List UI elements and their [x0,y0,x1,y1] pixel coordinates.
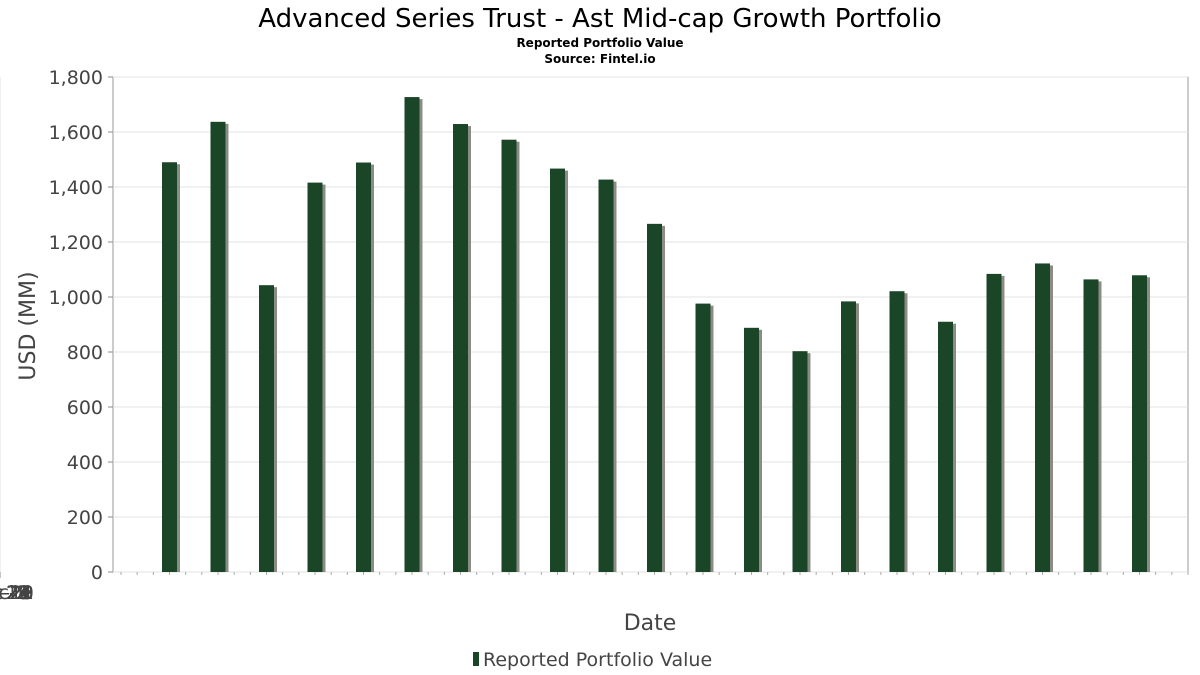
chart-title: Advanced Series Trust - Ast Mid-cap Grow… [258,4,941,34]
x-tick-label: Jun-23 [0,582,30,604]
y-axis-label: USD (MM) [16,271,41,380]
bar [647,223,662,572]
x-tick-label: Jun-22 [0,582,30,604]
y-tick-label: 200 [67,507,103,529]
bar [598,179,614,572]
x-axis-label: Date [624,611,677,636]
chart-subtitle: Reported Portfolio Value [516,36,683,50]
bar [404,97,420,572]
legend: Reported Portfolio Value [473,649,712,671]
bar [938,321,953,572]
x-tick-label: Dec-2 [0,582,28,604]
bar [695,303,711,572]
bar [259,285,274,572]
y-tick-label: 800 [67,342,103,364]
legend-swatch [473,652,479,666]
bar [453,124,468,573]
y-tick-label: 0 [91,562,103,584]
x-tick-label: Jun-24 [0,582,30,604]
bar [792,351,808,572]
x-tick-label: Dec-19 [0,582,34,604]
legend-label: Reported Portfolio Value [483,649,712,671]
x-tick-label: Dec-20 [0,582,34,604]
x-tick-label: Jun-20 [0,582,30,604]
bar [986,273,1002,572]
chart-source: Source: Fintel.io [544,52,655,66]
y-tick-label: 600 [67,397,103,419]
bar [744,327,759,572]
y-tick-label: 1,800 [49,67,103,89]
bar [841,301,856,572]
bar [889,291,905,572]
x-tick-label: Jun-21 [0,582,30,604]
bar [162,162,177,572]
bar [1035,263,1050,572]
y-tick-label: 400 [67,452,103,474]
bar [210,121,226,572]
bar [356,162,371,572]
bar [501,139,517,572]
bar [307,182,323,572]
y-tick-label: 1,000 [49,287,103,309]
y-tick-label: 1,200 [49,232,103,254]
bar [550,168,565,572]
axes: 0 200 400 600 800 1,000 1,200 1,400 1,600 1,800 Ju… [0,67,1189,604]
bar [1132,275,1147,572]
x-tick-label: Dec-21 [0,582,34,604]
x-tick-label: Dec-22 [0,582,34,604]
bars [162,97,1150,573]
x-tick-label: Jun-19 [0,582,30,604]
x-tick-label: Dec-23 [0,582,34,604]
y-tick-label: 1,400 [49,177,103,199]
y-tick-label: 1,600 [49,122,103,144]
bar [1083,279,1099,572]
